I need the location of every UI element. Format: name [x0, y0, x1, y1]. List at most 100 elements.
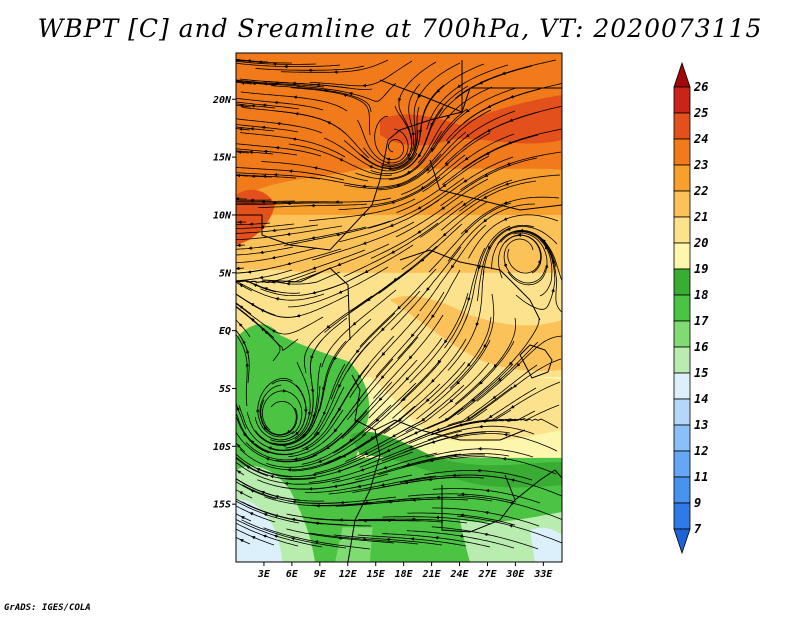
- streamline-arrow: [465, 108, 471, 113]
- border-line: [347, 374, 381, 562]
- streamline-arrow: [239, 305, 244, 309]
- streamline-arrow: [381, 351, 386, 356]
- border-line: [261, 267, 351, 341]
- streamline-arrow: [333, 484, 339, 488]
- streamline-arrow: [236, 443, 241, 448]
- streamline-arrow: [253, 283, 258, 288]
- streamline-arrow: [544, 245, 549, 251]
- colorbar-box: [673, 372, 691, 400]
- streamline-arrow: [544, 264, 549, 270]
- streamline-arrow: [396, 183, 401, 187]
- colorbar-label: 17: [694, 314, 709, 328]
- streamline-arrow: [389, 223, 395, 227]
- streamline-arrow: [442, 183, 447, 188]
- streamline-arrow: [408, 355, 413, 360]
- streamline-arrow: [464, 156, 469, 161]
- x-tick-label: 12E: [339, 569, 358, 580]
- y-tick-label: 5N: [219, 268, 232, 279]
- streamline-arrow: [485, 151, 491, 155]
- streamline-arrow: [507, 140, 513, 145]
- wbpt-region: [530, 527, 562, 562]
- streamline-arrow: [510, 405, 515, 409]
- streamline-arrow: [492, 395, 497, 400]
- x-tick-label: 18E: [395, 569, 414, 580]
- streamline-arrow: [342, 93, 348, 98]
- streamline-arrow: [484, 510, 490, 515]
- colorbar-label: 26: [693, 80, 708, 94]
- streamline-arrow: [483, 343, 488, 349]
- wbpt-region: [350, 431, 562, 488]
- streamline-arrow: [246, 465, 251, 470]
- streamline-arrow: [459, 534, 465, 539]
- streamline-arrow: [467, 296, 471, 302]
- streamline-arrow: [483, 218, 488, 223]
- colorbar-label: 21: [693, 210, 708, 224]
- y-tick-label: 15S: [213, 500, 231, 511]
- streamline-arrow: [502, 457, 508, 461]
- streamline-arrow: [408, 445, 414, 449]
- streamline-arrow: [239, 539, 245, 543]
- streamline-arrow: [368, 165, 374, 169]
- streamline-arrow: [420, 258, 425, 262]
- streamline-arrow: [425, 167, 430, 172]
- streamline-arrow: [275, 297, 281, 301]
- streamline-arrow: [444, 162, 449, 167]
- streamline-arrow: [484, 173, 489, 177]
- streamline-arrow: [259, 250, 265, 255]
- streamline-arrow: [493, 363, 498, 368]
- streamline-arrow: [386, 157, 392, 162]
- streamline-arrow: [326, 445, 331, 450]
- streamline-arrow: [304, 446, 310, 450]
- streamline-arrow: [380, 483, 386, 487]
- streamline-arrow: [435, 427, 441, 432]
- streamline-arrow: [411, 131, 415, 137]
- streamline-arrow: [249, 512, 255, 516]
- country-borders: [236, 60, 562, 562]
- colorbar-top-arrow: [673, 61, 691, 88]
- streamline-arrow: [501, 71, 507, 75]
- streamline-arrow: [463, 179, 468, 183]
- streamline-arrow: [413, 431, 419, 435]
- colorbar-label: 19: [694, 262, 708, 276]
- streamline-arrow: [417, 230, 422, 234]
- colorbar-bottom-arrow: [673, 528, 691, 555]
- streamline-arrow: [250, 303, 255, 307]
- streamline-arrow: [510, 478, 516, 483]
- streamline-arrow: [250, 489, 255, 493]
- streamline-arrow: [483, 195, 488, 199]
- streamline-arrow: [431, 313, 435, 319]
- streamline-arrow: [504, 182, 510, 186]
- colorbar-box: [673, 398, 691, 426]
- streamline-arrow: [466, 416, 472, 421]
- colorbar-label: 7: [694, 522, 702, 536]
- streamline-arrow: [364, 269, 369, 273]
- streamline-arrow: [239, 491, 244, 495]
- streamline-arrow: [271, 255, 277, 260]
- streamline-arrow: [357, 374, 362, 379]
- map-frame: [235, 52, 563, 563]
- y-tick-label: 15N: [213, 153, 232, 164]
- streamline-arrow: [307, 410, 312, 416]
- colorbar-label: 20: [693, 236, 708, 250]
- colorbar-label: 25: [693, 106, 708, 120]
- streamline-arrow: [407, 152, 411, 158]
- streamline-arrow: [417, 153, 422, 158]
- streamline-arrow: [425, 398, 430, 402]
- wbpt-region: [380, 95, 562, 146]
- streamline-arrow: [401, 397, 406, 402]
- streamline-arrow: [551, 288, 555, 294]
- streamline-arrow: [430, 121, 434, 127]
- streamline-arrow: [431, 378, 435, 383]
- streamline-arrow: [508, 524, 514, 528]
- streamline-arrow: [406, 170, 412, 174]
- colorbar-box: [673, 242, 691, 270]
- streamline-arrow: [441, 206, 446, 210]
- colorbar-box: [673, 476, 691, 504]
- streamline-arrow: [454, 433, 460, 438]
- streamline-arrow: [357, 484, 363, 488]
- streamline-arrow: [333, 356, 337, 361]
- streamline-arrow: [263, 513, 269, 517]
- streamline-arrow: [378, 397, 383, 402]
- streamline-arrow: [503, 200, 509, 205]
- streamline-arrow: [503, 217, 509, 221]
